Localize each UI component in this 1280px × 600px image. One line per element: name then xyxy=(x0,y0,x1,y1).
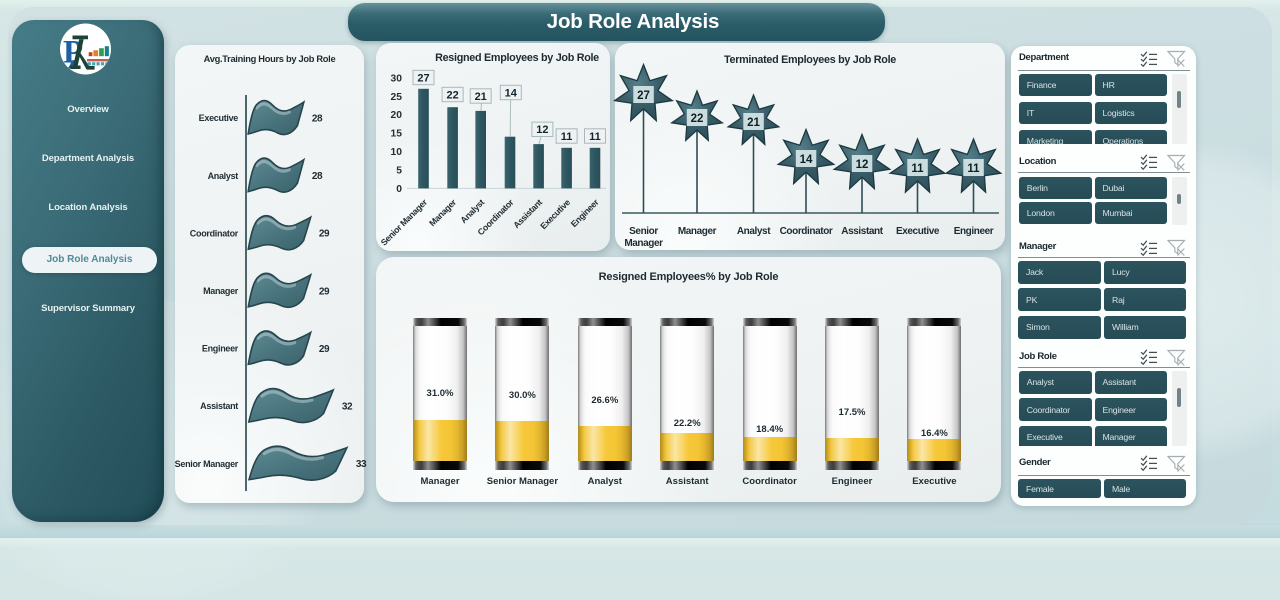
svg-text:22: 22 xyxy=(691,113,704,125)
svg-text:25: 25 xyxy=(391,92,403,103)
svg-text:Manager: Manager xyxy=(678,226,717,237)
svg-text:22: 22 xyxy=(446,89,458,101)
svg-text:21: 21 xyxy=(475,91,487,103)
svg-text:Executive: Executive xyxy=(896,226,940,237)
svg-text:21: 21 xyxy=(747,117,760,129)
svg-text:5: 5 xyxy=(396,166,402,177)
svg-text:29: 29 xyxy=(319,286,330,297)
svg-text:0: 0 xyxy=(396,184,402,195)
svg-text:Engineer: Engineer xyxy=(954,226,994,237)
svg-text:11: 11 xyxy=(967,163,980,175)
svg-text:29: 29 xyxy=(319,344,330,355)
svg-text:14: 14 xyxy=(800,154,813,166)
svg-text:29: 29 xyxy=(319,229,330,240)
svg-text:Executive: Executive xyxy=(199,113,239,123)
svg-text:28: 28 xyxy=(312,114,323,125)
svg-text:Assistant: Assistant xyxy=(200,401,238,411)
svg-text:11: 11 xyxy=(911,163,924,175)
svg-text:11: 11 xyxy=(589,131,601,143)
svg-text:14: 14 xyxy=(505,87,518,99)
svg-text:Analyst: Analyst xyxy=(208,171,239,181)
svg-text:Analyst: Analyst xyxy=(737,226,771,237)
svg-text:27: 27 xyxy=(637,90,650,102)
svg-text:12: 12 xyxy=(536,124,548,136)
svg-text:Senior: Senior xyxy=(629,226,658,237)
svg-text:Coordinator: Coordinator xyxy=(190,228,239,238)
svg-text:33: 33 xyxy=(356,459,367,470)
svg-text:32: 32 xyxy=(342,402,353,413)
svg-text:10: 10 xyxy=(391,147,403,158)
svg-text:15: 15 xyxy=(391,129,403,140)
svg-text:Manager: Manager xyxy=(203,286,239,296)
svg-text:27: 27 xyxy=(417,72,429,84)
svg-text:12: 12 xyxy=(856,159,869,171)
svg-text:Engineer: Engineer xyxy=(202,344,239,354)
svg-text:Executive: Executive xyxy=(538,197,572,231)
svg-text:Analyst: Analyst xyxy=(458,197,486,225)
svg-text:Assistant: Assistant xyxy=(841,226,883,237)
svg-text:20: 20 xyxy=(391,110,403,121)
svg-text:Manager: Manager xyxy=(427,197,458,228)
svg-text:28: 28 xyxy=(312,171,323,182)
svg-text:11: 11 xyxy=(561,131,573,143)
svg-text:30: 30 xyxy=(391,73,403,84)
svg-text:Senior Manager: Senior Manager xyxy=(379,197,430,248)
svg-text:Senior Manager: Senior Manager xyxy=(175,459,239,469)
svg-text:Coordinator: Coordinator xyxy=(780,226,833,237)
svg-text:Engineer: Engineer xyxy=(569,197,601,229)
svg-text:Manager: Manager xyxy=(624,238,663,249)
